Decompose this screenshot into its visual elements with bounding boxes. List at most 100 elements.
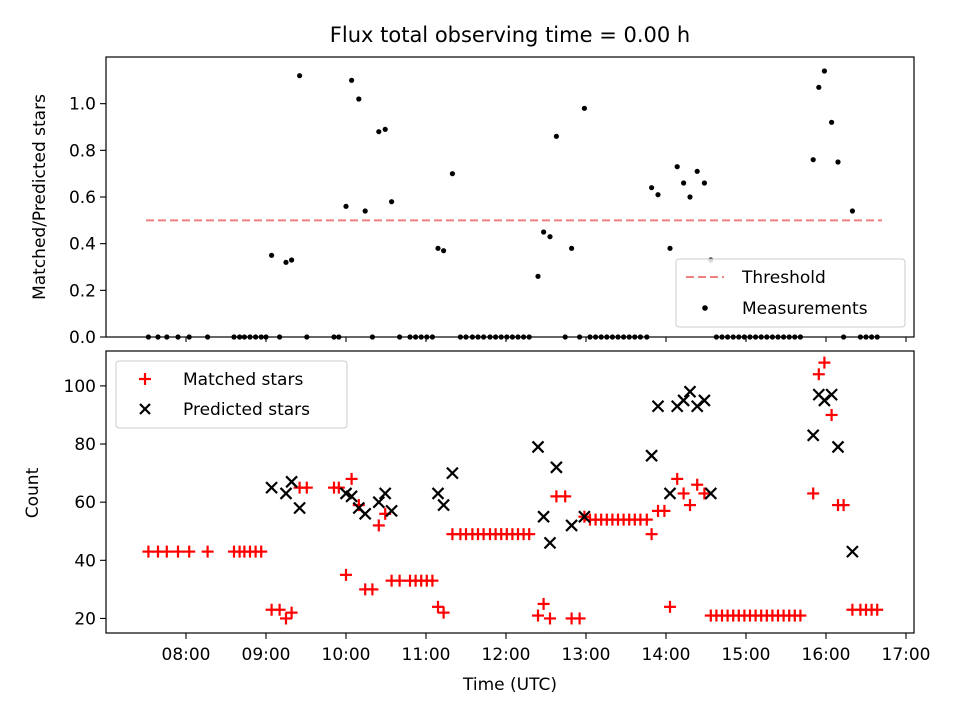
predicted-star-marker bbox=[806, 429, 820, 442]
matched-star-marker bbox=[671, 472, 684, 485]
matched-star-marker bbox=[255, 545, 268, 558]
x-tick-label: 17:00 bbox=[882, 645, 931, 665]
matched-star-marker bbox=[201, 545, 214, 558]
measurement-point bbox=[553, 133, 560, 139]
matched-star-marker bbox=[645, 528, 658, 541]
measurement-point bbox=[816, 84, 822, 90]
matched-star-marker bbox=[794, 609, 807, 622]
matched-star-marker bbox=[437, 606, 450, 619]
bottom-legend: Matched stars Predicted stars bbox=[115, 360, 348, 429]
predicted-star-marker bbox=[698, 394, 711, 407]
predicted-star-marker bbox=[651, 399, 665, 413]
measurement-point bbox=[701, 180, 708, 186]
predicted-star-marker bbox=[825, 388, 838, 401]
matched-star-marker bbox=[658, 504, 671, 517]
legend-measurements-label: Measurements bbox=[742, 299, 868, 319]
measurement-point bbox=[687, 194, 693, 200]
figure-title: Flux total observing time = 0.00 h bbox=[330, 23, 690, 47]
x-tick-label: 10:00 bbox=[322, 645, 371, 665]
measurement-point bbox=[541, 229, 547, 235]
top-y-tick-label: 1.0 bbox=[69, 95, 96, 115]
predicted-star-marker bbox=[279, 487, 293, 500]
matched-star-marker bbox=[871, 603, 884, 616]
predicted-star-marker bbox=[537, 510, 550, 523]
top-y-tick-label: 0.8 bbox=[69, 141, 96, 161]
matched-star-marker bbox=[691, 478, 704, 491]
measurement-point bbox=[283, 259, 289, 265]
measurement-point bbox=[694, 168, 700, 174]
measurement-point bbox=[356, 96, 362, 102]
legend-predicted-label: Predicted stars bbox=[183, 400, 310, 420]
measurement-point bbox=[849, 208, 856, 214]
predicted-star-marker bbox=[345, 490, 358, 503]
legend-matched-swatch bbox=[139, 373, 151, 385]
measurement-point bbox=[343, 203, 349, 209]
bottom-y-axis-label: Count bbox=[23, 467, 43, 518]
matched-star-marker bbox=[332, 481, 345, 494]
matched-star-marker bbox=[160, 545, 173, 558]
measurement-point bbox=[382, 126, 388, 132]
matched-star-marker bbox=[559, 490, 572, 503]
matched-star-marker bbox=[432, 600, 444, 613]
bottom-y-tick-label: 60 bbox=[74, 493, 96, 513]
top-legend-box bbox=[675, 258, 906, 328]
measurement-point bbox=[810, 157, 816, 163]
predicted-star-marker bbox=[704, 487, 718, 500]
measurement-point bbox=[655, 192, 661, 198]
bottom-y-ticks: 20 40 60 80 100 bbox=[64, 377, 106, 629]
top-y-ticks: 0.0 0.2 0.4 0.6 0.8 1.0 bbox=[69, 95, 106, 348]
predicted-star-marker bbox=[663, 487, 677, 500]
matched-star-marker bbox=[366, 583, 379, 596]
measurement-point bbox=[297, 73, 303, 79]
bottom-legend-box bbox=[115, 360, 348, 429]
matched-star-marker bbox=[677, 487, 690, 500]
matched-star-marker bbox=[837, 499, 850, 512]
predicted-star-marker bbox=[565, 519, 578, 532]
predicted-star-marker bbox=[358, 507, 372, 521]
bottom-panel: 20 40 60 80 100 08:00 09:00 10:00 11:00 12:00 13:… bbox=[23, 350, 931, 695]
top-y-tick-label: 0.4 bbox=[69, 235, 96, 255]
measurements-layer bbox=[145, 68, 880, 340]
x-tick-label: 15:00 bbox=[722, 645, 771, 665]
matched-star-marker bbox=[532, 609, 544, 622]
top-y-axis-label: Matched/Predicted stars bbox=[30, 94, 50, 300]
measurement-point bbox=[547, 234, 553, 240]
x-tick-label: 08:00 bbox=[162, 645, 211, 665]
matched-star-marker bbox=[372, 519, 385, 532]
matched-star-marker bbox=[825, 408, 838, 421]
predicted-star-marker bbox=[385, 504, 398, 518]
matched-star-marker bbox=[345, 472, 358, 485]
predicted-star-marker bbox=[531, 440, 545, 454]
predicted-star-marker bbox=[265, 481, 278, 494]
matched-star-marker bbox=[537, 597, 550, 610]
predicted-star-marker bbox=[846, 545, 859, 558]
measurement-point bbox=[289, 257, 295, 263]
measurement-point bbox=[569, 245, 575, 251]
x-tick-label: 16:00 bbox=[802, 645, 851, 665]
top-y-tick-label: 0.6 bbox=[69, 188, 96, 208]
top-y-tick-label: 0.2 bbox=[69, 281, 96, 301]
predicted-star-marker bbox=[683, 385, 697, 398]
matched-star-marker bbox=[664, 600, 676, 613]
measurement-point bbox=[667, 245, 673, 251]
predicted-star-marker bbox=[285, 475, 298, 489]
top-legend: Threshold Measurements bbox=[675, 258, 906, 328]
bottom-y-tick-label: 40 bbox=[74, 551, 96, 571]
matched-star-marker bbox=[544, 612, 556, 625]
measurement-point bbox=[349, 77, 355, 83]
predicted-star-marker bbox=[372, 495, 386, 509]
x-tick-label: 14:00 bbox=[642, 645, 691, 665]
measurement-point bbox=[389, 199, 395, 205]
matched-star-marker bbox=[172, 545, 184, 558]
matched-star-marker bbox=[523, 528, 536, 541]
x-tick-label: 11:00 bbox=[402, 645, 451, 665]
matched-star-marker bbox=[273, 603, 286, 616]
predicted-star-marker bbox=[378, 487, 392, 500]
matched-star-marker bbox=[818, 356, 831, 369]
measurement-point bbox=[674, 164, 680, 170]
measurement-point bbox=[535, 273, 541, 279]
predicted-star-marker bbox=[831, 440, 845, 454]
predicted-star-marker bbox=[677, 394, 690, 407]
